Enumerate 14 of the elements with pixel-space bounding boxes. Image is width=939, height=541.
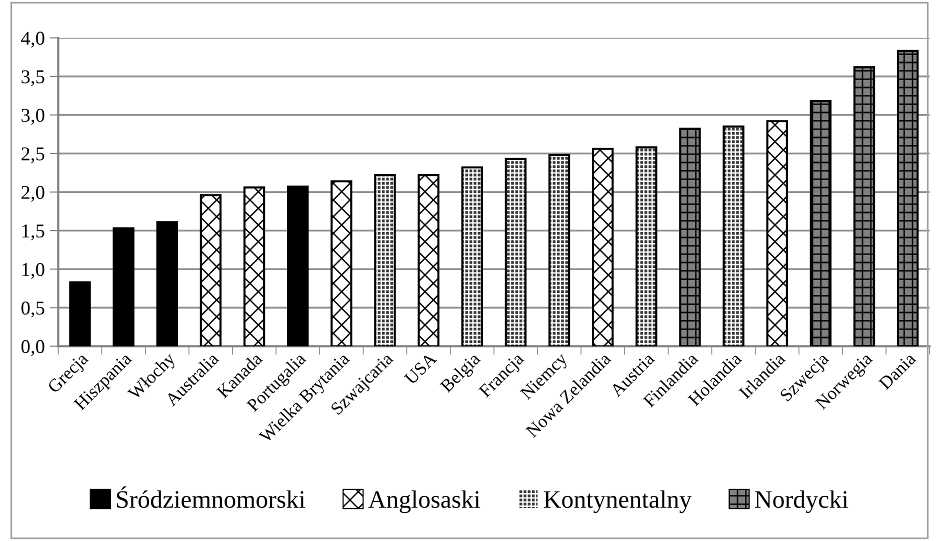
y-tick-label: 2,0 [22, 186, 44, 202]
x-tick-label: USA [404, 352, 438, 386]
y-tick-label: 0,5 [21, 302, 44, 318]
y-tick-label: 1,5 [22, 224, 44, 240]
y-tick-label: 4,0 [21, 32, 44, 48]
legend-label: Nordycki [754, 490, 848, 514]
y-tick-label: 0,0 [21, 340, 44, 356]
y-tick-label: 1,0 [22, 262, 44, 279]
y-tick-label: 3,0 [22, 108, 44, 125]
y-tick-label: 3,5 [22, 70, 44, 86]
y-tick-label: 2,5 [22, 147, 44, 164]
legend-label: Śródziemnomorski [117, 486, 306, 508]
legend-label: Kontynentalny [544, 490, 692, 514]
legend-label: Anglosaski [368, 490, 480, 514]
